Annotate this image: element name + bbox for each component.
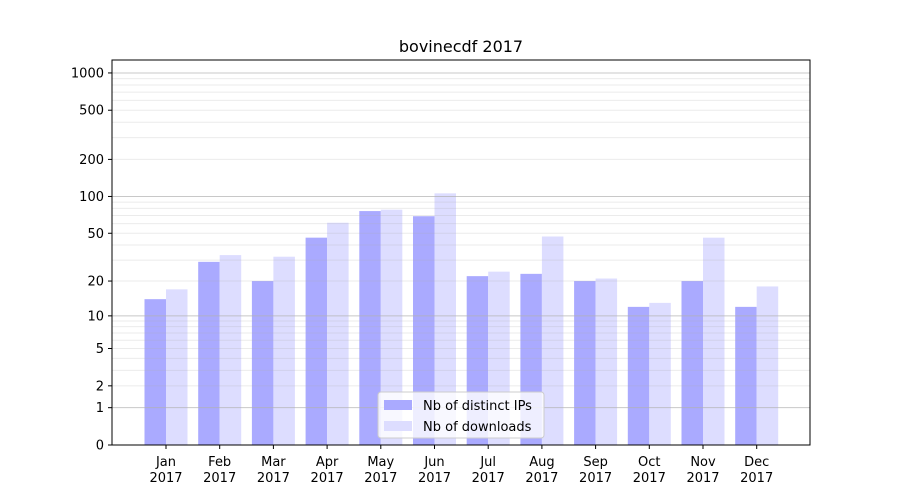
x-tick-label: 2017 (203, 471, 236, 486)
x-tick-label: May (367, 455, 394, 470)
x-tick-label: Feb (208, 455, 231, 470)
bar-downloads (756, 286, 779, 445)
bar-distinct-ips (144, 299, 166, 445)
legend: Nb of distinct IPs Nb of downloads (377, 391, 545, 439)
y-tick-label: 10 (87, 309, 104, 324)
y-tick-label: 1000 (71, 66, 104, 81)
legend-swatch (384, 400, 412, 410)
x-tick-label: 2017 (579, 471, 612, 486)
y-tick-label: 500 (79, 104, 104, 119)
x-tick-label: 2017 (740, 471, 773, 486)
y-tick-label: 200 (79, 153, 104, 168)
bar-downloads (380, 209, 403, 445)
x-tick-label: 2017 (472, 471, 505, 486)
y-tick-label: 100 (79, 190, 104, 205)
x-tick-label: 2017 (149, 471, 182, 486)
x-tick-label: 2017 (633, 471, 666, 486)
bar-distinct-ips (305, 237, 328, 445)
y-tick-label: 2 (96, 379, 104, 394)
bar-downloads (327, 222, 349, 445)
x-tick-label: Sep (583, 455, 608, 470)
bar-downloads (273, 256, 295, 445)
plot-frame (111, 59, 811, 446)
x-tick-label: 2017 (311, 471, 344, 486)
x-tick-label: 2017 (418, 471, 451, 486)
x-tick-label: Dec (744, 455, 769, 470)
x-tick-label: Apr (316, 455, 339, 470)
y-tick-label: 20 (87, 275, 104, 290)
x-tick-label: Mar (261, 455, 286, 470)
chart-title: bovinecdf 2017 (399, 37, 523, 56)
x-tick-label: 2017 (525, 471, 558, 486)
bar-distinct-ips (574, 281, 596, 445)
x-tick-label: Oct (638, 455, 660, 470)
bar-downloads (649, 302, 671, 445)
bar-downloads (541, 236, 564, 445)
x-tick-label: Jan (155, 455, 176, 470)
y-tick-label: 5 (96, 342, 104, 357)
bar-downloads (166, 289, 188, 445)
x-tick-label: Jun (423, 455, 444, 470)
bar-distinct-ips (413, 216, 435, 445)
x-tick-label: 2017 (257, 471, 290, 486)
bar-distinct-ips (627, 306, 650, 445)
bar-distinct-ips (359, 211, 381, 445)
x-tick-label: Jul (479, 455, 496, 470)
y-tick-label: 1 (96, 401, 104, 416)
bar-downloads (434, 193, 456, 445)
x-tick-label: Nov (690, 455, 716, 470)
bar-distinct-ips (198, 261, 220, 445)
y-tick-label: 0 (96, 439, 104, 454)
bar-downloads (703, 237, 725, 445)
x-tick-label: 2017 (364, 471, 397, 486)
bar-distinct-ips (251, 281, 274, 445)
x-tick-label: 2017 (686, 471, 719, 486)
bar-downloads (595, 278, 618, 445)
bar-downloads (219, 255, 242, 445)
legend-swatch (384, 421, 412, 431)
legend-label: Nb of downloads (423, 420, 532, 435)
legend-label: Nb of distinct IPs (423, 399, 532, 414)
bar-distinct-ips (735, 306, 757, 445)
bar-distinct-ips (681, 281, 703, 445)
legend-box (377, 391, 545, 439)
y-tick-label: 50 (87, 227, 104, 242)
x-tick-label: Aug (529, 455, 554, 470)
